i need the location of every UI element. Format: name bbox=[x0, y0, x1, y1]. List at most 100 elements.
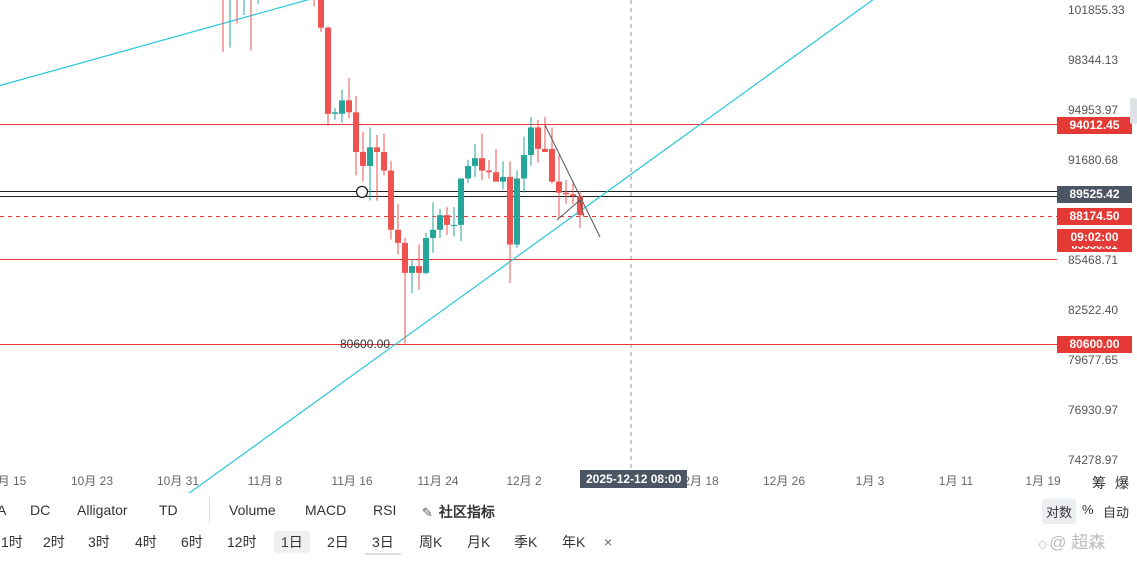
watermark-icon: ◇ bbox=[1038, 537, 1048, 551]
candle-body bbox=[402, 242, 408, 273]
support-price-tag: 80600.00 bbox=[1057, 336, 1132, 353]
candle bbox=[367, 127, 373, 201]
period-quarter[interactable]: 季K bbox=[514, 534, 538, 550]
indicator-macd[interactable]: MACD bbox=[305, 502, 347, 518]
candle bbox=[437, 208, 443, 238]
candle-body bbox=[458, 178, 464, 225]
candle bbox=[472, 144, 478, 177]
edit-icon: ✎ bbox=[422, 505, 433, 520]
low-annotation: 80600.00 bbox=[340, 337, 391, 351]
scroll-handle[interactable] bbox=[1130, 98, 1137, 124]
date-axis-label: 11月 16 bbox=[331, 474, 373, 488]
indicator-dc[interactable]: DC bbox=[30, 502, 51, 518]
candle bbox=[514, 170, 520, 248]
candle bbox=[500, 161, 506, 190]
candle bbox=[570, 183, 576, 204]
indicator-alligator[interactable]: Alligator bbox=[77, 502, 128, 518]
community-indicator-button[interactable]: ✎ 社区指标 bbox=[422, 504, 495, 520]
candle-body bbox=[577, 195, 583, 216]
candle bbox=[507, 161, 513, 284]
period-6h[interactable]: 6时 bbox=[181, 534, 203, 550]
date-axis-label: 10月 23 bbox=[70, 474, 114, 488]
indicator-td[interactable]: TD bbox=[159, 502, 178, 518]
period-3d[interactable]: 3日 bbox=[365, 531, 401, 555]
candle-body bbox=[388, 170, 394, 230]
date-axis-label: 11月 8 bbox=[247, 474, 283, 488]
candle bbox=[339, 89, 345, 123]
candle bbox=[395, 203, 401, 255]
right-top-label-1[interactable]: 筹 bbox=[1092, 475, 1106, 491]
candle-body bbox=[346, 100, 352, 113]
candle bbox=[243, 0, 245, 15]
indicator-rsi[interactable]: RSI bbox=[373, 502, 397, 518]
candle-body bbox=[381, 151, 387, 171]
candle bbox=[313, 0, 315, 7]
period-3h[interactable]: 3时 bbox=[88, 534, 110, 550]
period-4h[interactable]: 4时 bbox=[135, 534, 157, 550]
candle-body bbox=[465, 165, 471, 179]
period-year[interactable]: 年K bbox=[562, 534, 586, 550]
candle-body bbox=[528, 127, 534, 156]
chart-area[interactable]: 101855.33 98344.13 94953.97 91680.68 85468.7… bbox=[0, 0, 1137, 493]
period-2h[interactable]: 2时 bbox=[43, 534, 65, 550]
date-axis-label: 月 15 bbox=[0, 474, 27, 488]
price-axis-label: 91680.68 bbox=[1068, 152, 1119, 167]
candle-body bbox=[353, 112, 359, 152]
indicator-a[interactable]: A bbox=[0, 502, 7, 518]
candle bbox=[332, 107, 338, 120]
candlestick-chart[interactable] bbox=[0, 0, 1137, 493]
candle-body bbox=[549, 148, 555, 182]
candle bbox=[451, 207, 457, 237]
right-top-label-2[interactable]: 爆 bbox=[1115, 475, 1129, 491]
price-axis-label: 74278.97 bbox=[1068, 453, 1119, 467]
period-week[interactable]: 周K bbox=[419, 534, 443, 550]
candle-body bbox=[444, 215, 450, 225]
candle bbox=[360, 131, 366, 182]
candle bbox=[257, 0, 259, 4]
price-axis-label: 101855.33 bbox=[1068, 3, 1125, 17]
candle bbox=[250, 0, 252, 51]
candle-body bbox=[500, 176, 506, 182]
candle bbox=[423, 233, 429, 275]
auto-scale-toggle[interactable]: 自动 bbox=[1103, 505, 1130, 520]
price-axis-label: 85468.71 bbox=[1068, 253, 1119, 267]
period-2d[interactable]: 2日 bbox=[327, 534, 349, 550]
candle bbox=[381, 133, 387, 176]
date-axis-label: 11月 24 bbox=[417, 474, 459, 488]
candle-body bbox=[437, 215, 443, 230]
trend-line-drawing bbox=[544, 124, 601, 238]
candle bbox=[388, 161, 394, 240]
date-axis-label: 12月 2 bbox=[506, 474, 542, 488]
candle bbox=[318, 0, 324, 32]
dashed-price-tag: 88174.50 bbox=[1057, 208, 1132, 225]
candle bbox=[563, 180, 569, 204]
period-12h[interactable]: 12时 bbox=[227, 534, 257, 550]
candle-body bbox=[570, 194, 576, 196]
candle bbox=[229, 0, 231, 48]
candle bbox=[549, 127, 555, 184]
period-1d[interactable]: 1日 bbox=[274, 531, 310, 553]
log-scale-toggle[interactable]: 对数 bbox=[1042, 499, 1077, 524]
toolbar-divider bbox=[209, 497, 210, 523]
candle bbox=[465, 159, 471, 184]
candle bbox=[521, 136, 527, 193]
candle bbox=[416, 244, 422, 290]
candle-body bbox=[514, 178, 520, 245]
candle-body bbox=[563, 192, 569, 195]
indicator-bar: A DC Alligator TD Volume MACD RSI ✎ 社区指标 … bbox=[0, 495, 1137, 525]
resistance-price-tag: 94012.45 bbox=[1057, 117, 1132, 134]
candle-body bbox=[535, 127, 541, 149]
period-month[interactable]: 月K bbox=[467, 534, 491, 550]
date-axis-label: 1月 19 bbox=[1025, 474, 1061, 488]
period-1h[interactable]: 1时 bbox=[1, 534, 23, 550]
candle bbox=[346, 78, 352, 119]
indicator-volume[interactable]: Volume bbox=[229, 502, 276, 518]
percent-scale-toggle[interactable]: % bbox=[1082, 502, 1094, 517]
period-bar: 1时 2时 3时 4时 6时 12时 1日 2日 3日 周K 月K 季K 年K … bbox=[0, 525, 1137, 559]
close-periods-button[interactable]: × bbox=[604, 534, 613, 550]
candle-body bbox=[367, 147, 373, 166]
candle-body bbox=[493, 172, 499, 182]
candle bbox=[444, 207, 450, 235]
countdown-tag: 09:02:00 bbox=[1057, 229, 1132, 246]
candle-body bbox=[395, 229, 401, 243]
